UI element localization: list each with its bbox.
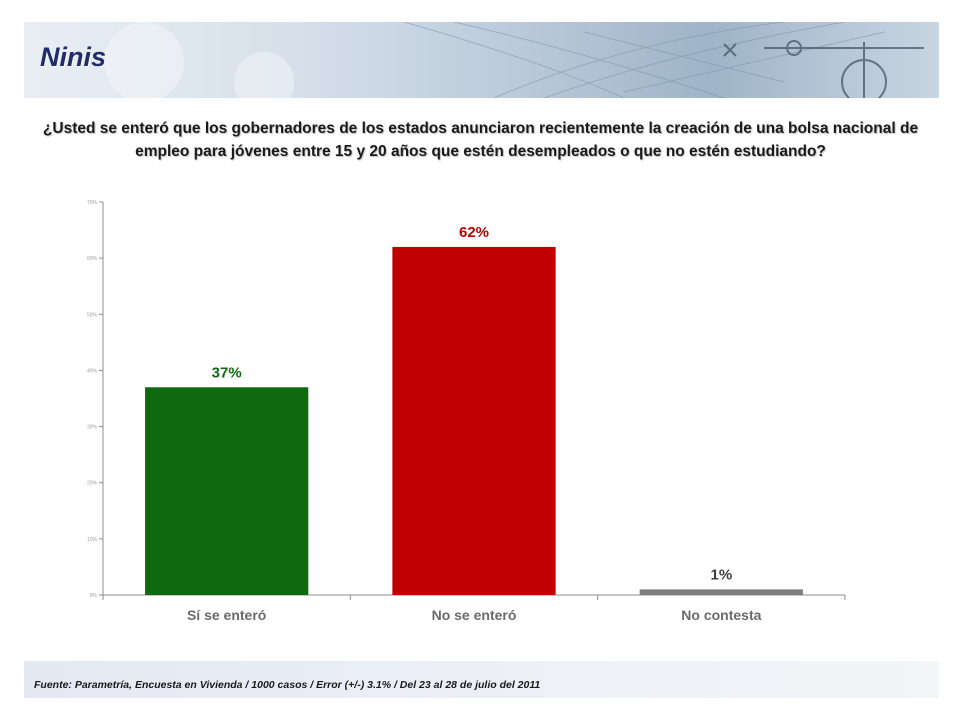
y-tick-label: 30% [87,425,98,431]
bar [392,246,556,595]
footer-bar: Fuente: Parametría, Encuesta en Vivienda… [24,661,939,698]
header-banner: Ninis [24,22,939,98]
y-tick-label: 10% [87,537,98,543]
category-label: No contesta [681,607,761,623]
y-tick-label: 50% [87,312,98,318]
page-title: Ninis [40,42,107,72]
y-tick-label: 0% [90,593,98,599]
category-label: No se enteró [432,607,517,623]
y-tick-label: 40% [87,368,98,374]
source-note: Fuente: Parametría, Encuesta en Vivienda… [34,679,541,691]
survey-question: ¿Usted se enteró que los gobernadores de… [42,120,919,160]
category-label: Sí se enteró [187,607,266,623]
data-label: 37% [212,364,242,381]
y-tick-label: 70% [87,200,98,206]
bar [145,387,309,595]
y-tick-label: 60% [87,256,98,262]
y-tick-label: 20% [87,481,98,487]
data-label: 1% [710,566,732,583]
data-label: 62% [459,224,489,241]
bar [639,589,803,595]
compass-decoration-icon [104,22,924,98]
bars: 37% Sí se enteró 62% No se enteró 1% No conte… [145,224,803,623]
